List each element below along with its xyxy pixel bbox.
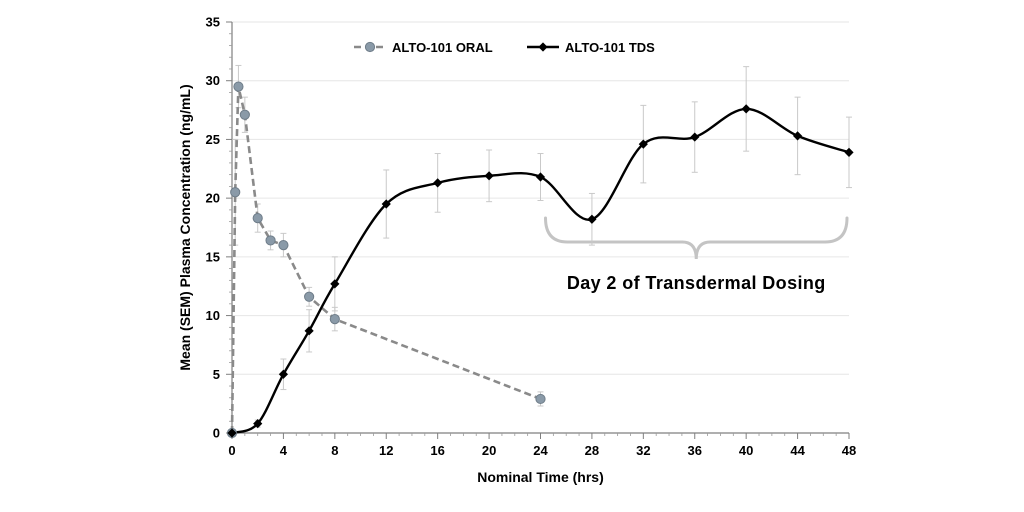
day2-annotation-label: Day 2 of Transdermal Dosing bbox=[567, 273, 826, 293]
data-point-tds bbox=[433, 178, 443, 188]
data-point-oral bbox=[278, 240, 289, 251]
data-point-oral bbox=[304, 291, 315, 302]
x-axis-title: Nominal Time (hrs) bbox=[477, 469, 604, 485]
series-lines bbox=[230, 86, 850, 435]
data-point-tds bbox=[253, 419, 263, 429]
day2-annotation: Day 2 of Transdermal Dosing bbox=[544, 216, 849, 293]
data-point-oral bbox=[535, 393, 546, 405]
x-tick-label: 12 bbox=[379, 443, 393, 458]
y-tick-label: 5 bbox=[213, 367, 220, 382]
data-point-tds bbox=[638, 139, 648, 149]
data-point-tds bbox=[844, 147, 854, 157]
series-markers bbox=[226, 81, 854, 439]
x-tick-label: 24 bbox=[533, 443, 548, 458]
legend-tds-label: ALTO-101 TDS bbox=[565, 40, 655, 55]
y-tick-label: 25 bbox=[206, 132, 220, 147]
axes bbox=[231, 22, 849, 434]
legend-oral-label: ALTO-101 ORAL bbox=[392, 40, 493, 55]
x-tick-label: 48 bbox=[842, 443, 856, 458]
y-tick-label: 35 bbox=[206, 15, 220, 30]
data-point-oral bbox=[329, 313, 340, 325]
data-point-tds bbox=[278, 369, 289, 379]
data-point-tds bbox=[381, 199, 391, 209]
data-point-tds bbox=[792, 131, 803, 141]
data-point-tds bbox=[484, 171, 494, 181]
x-tick-label: 20 bbox=[482, 443, 496, 458]
series-line-oral bbox=[230, 86, 541, 434]
x-tick-label: 44 bbox=[790, 443, 805, 458]
x-tick-label: 0 bbox=[228, 443, 235, 458]
data-point-oral bbox=[239, 109, 250, 120]
data-point-tds bbox=[330, 279, 340, 289]
y-axis-ticks: 0 5 10 15 20 25 30 35 bbox=[206, 15, 232, 441]
data-point-tds bbox=[227, 428, 237, 438]
data-point-oral bbox=[265, 235, 276, 246]
x-tick-label: 32 bbox=[636, 443, 650, 458]
x-tick-label: 28 bbox=[585, 443, 599, 458]
x-tick-label: 16 bbox=[430, 443, 444, 458]
y-axis-title: Mean (SEM) Plasma Concentration (ng/mL) bbox=[177, 84, 193, 370]
data-point-tds bbox=[587, 214, 597, 224]
data-point-tds bbox=[535, 172, 546, 182]
day2-brace bbox=[544, 216, 849, 260]
x-tick-label: 8 bbox=[331, 443, 338, 458]
x-tick-label: 4 bbox=[280, 443, 288, 458]
x-axis-ticks: 0 4 8 12 16 20 24 28 32 36 40 44 48 bbox=[228, 433, 856, 458]
y-tick-label: 15 bbox=[206, 249, 220, 264]
y-tick-label: 30 bbox=[206, 73, 220, 88]
data-point-tds bbox=[690, 132, 700, 142]
data-point-oral bbox=[252, 213, 263, 224]
legend-item-oral: ALTO-101 ORAL bbox=[354, 40, 493, 55]
legend-tds-marker bbox=[538, 42, 548, 52]
data-point-tds bbox=[741, 104, 751, 114]
x-tick-label: 40 bbox=[739, 443, 753, 458]
data-point-oral bbox=[233, 81, 244, 92]
legend-oral-marker bbox=[364, 41, 376, 53]
x-tick-label: 36 bbox=[688, 443, 702, 458]
y-tick-label: 20 bbox=[206, 191, 220, 206]
legend-item-tds: ALTO-101 TDS bbox=[527, 40, 655, 55]
y-tick-label: 10 bbox=[206, 308, 220, 323]
error-bars bbox=[232, 64, 852, 428]
legend: ALTO-101 ORAL ALTO-101 TDS bbox=[354, 40, 655, 55]
data-point-tds bbox=[304, 326, 314, 336]
data-point-oral bbox=[230, 187, 241, 198]
y-tick-label: 0 bbox=[213, 426, 220, 441]
